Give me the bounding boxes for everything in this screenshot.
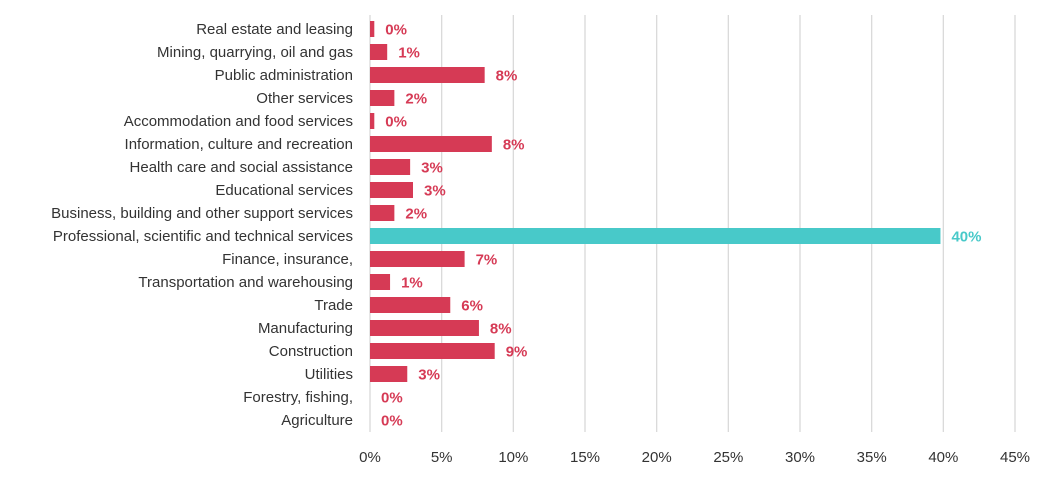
category-label: Manufacturing [258,320,353,337]
data-label: 8% [496,68,518,85]
bar-standard [370,136,492,152]
data-label: 2% [405,91,427,108]
bar-standard [370,113,375,129]
x-tick-label: 0% [359,449,381,466]
data-label: 1% [398,45,420,62]
category-label: Mining, quarrying, oil and gas [157,44,353,61]
data-label: 8% [503,137,525,154]
bars [370,21,941,382]
x-tick-label: 45% [1000,449,1030,466]
category-label: Trade [314,297,353,314]
x-tick-label: 15% [570,449,600,466]
data-label: 3% [418,367,440,384]
bar-standard [370,67,485,83]
data-label: 1% [401,275,423,292]
data-label: 9% [506,344,528,361]
category-label: Educational services [215,182,353,199]
bar-standard [370,159,411,175]
value-labels: 0% 1% 8% 2% 0% 8% 3% 3% 2% 40% 7% 1% 6% 8% 9% 3% 0% 0% [381,22,981,430]
x-tick-label: 30% [785,449,815,466]
x-tick-label: 5% [431,449,453,466]
bar-standard [370,320,479,336]
category-label: Information, culture and recreation [125,136,353,153]
bar-standard [370,366,408,382]
gridlines [369,15,1016,432]
bar-standard [370,90,395,106]
bar-standard [370,251,465,267]
category-label: Business, building and other support ser… [51,205,353,222]
category-labels: Real estate and leasing Mining, quarrying… [51,21,353,429]
x-tick-label: 35% [857,449,887,466]
category-label: Agriculture [281,412,353,429]
bar-standard [370,343,495,359]
category-label: Accommodation and food services [124,113,353,130]
x-tick-label: 25% [713,449,743,466]
category-label: Public administration [215,67,353,84]
data-label: 3% [421,160,443,177]
category-label: Utilities [305,366,353,383]
data-label: 0% [385,22,407,39]
data-label: 7% [476,252,498,269]
bar-standard [370,44,388,60]
x-tick-label: 10% [498,449,528,466]
category-label: Construction [269,343,353,360]
category-label: Forestry, fishing, [243,389,353,406]
data-label: 8% [490,321,512,338]
category-label: Health care and social assistance [130,159,353,176]
category-label: Finance, insurance, [222,251,353,268]
bar-standard [370,205,395,221]
x-axis-ticks: 0% 5% 10% 15% 20% 25% 30% 35% 40% 45% [359,449,1030,466]
x-tick-label: 40% [928,449,958,466]
bar-standard [370,21,375,37]
data-label: 6% [461,298,483,315]
bar-standard [370,297,451,313]
category-label: Professional, scientific and technical s… [53,228,353,245]
bar-highlighted [370,228,941,244]
bar-standard [370,182,413,198]
category-label: Other services [256,90,353,107]
data-label: 3% [424,183,446,200]
x-tick-label: 20% [642,449,672,466]
data-label: 40% [951,229,981,246]
bar-standard [370,274,391,290]
category-label: Real estate and leasing [196,21,353,38]
data-label: 0% [381,390,403,407]
data-label: 0% [381,413,403,430]
data-label: 2% [405,206,427,223]
category-label: Transportation and warehousing [138,274,353,291]
data-label: 0% [385,114,407,131]
